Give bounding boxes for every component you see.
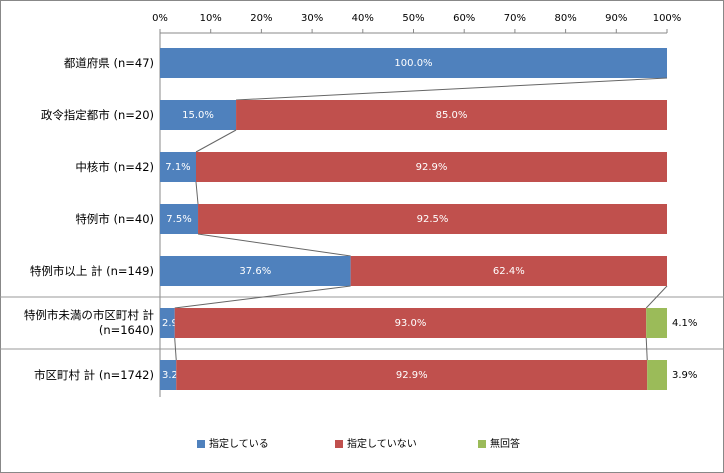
x-tick-label: 90% bbox=[605, 13, 627, 24]
bar-segment bbox=[236, 100, 668, 130]
x-tick-label: 50% bbox=[402, 13, 424, 24]
bar-segment bbox=[198, 204, 667, 234]
legend-label: 無回答 bbox=[490, 437, 520, 450]
value-label: 92.9% bbox=[416, 162, 448, 173]
x-tick-label: 30% bbox=[301, 13, 323, 24]
value-label: 7.5% bbox=[166, 214, 191, 225]
series-line bbox=[174, 285, 351, 309]
value-label: 62.4% bbox=[493, 266, 525, 277]
value-label: 100.0% bbox=[394, 58, 432, 69]
bar-segment bbox=[160, 360, 177, 390]
value-label: 93.0% bbox=[395, 318, 427, 329]
bar-segment bbox=[646, 308, 667, 338]
bar-segment bbox=[160, 48, 667, 78]
series-line bbox=[645, 285, 668, 309]
category-label: 政令指定都市 (n=20) bbox=[40, 107, 154, 122]
x-tick-label: 0% bbox=[152, 13, 168, 24]
legend-label: 指定していない bbox=[347, 437, 417, 450]
category-label: 特例市 (n=40) bbox=[75, 211, 154, 226]
series-line bbox=[236, 77, 668, 101]
bar-segment bbox=[160, 204, 199, 234]
category-label: 市区町村 計 (n=1742) bbox=[34, 367, 154, 382]
value-label: 85.0% bbox=[436, 110, 468, 121]
bar-segment bbox=[195, 152, 667, 182]
legend-label: 指定している bbox=[209, 437, 269, 450]
bar-segment bbox=[350, 256, 667, 286]
series-line bbox=[195, 181, 199, 205]
x-tick-label: 80% bbox=[554, 13, 576, 24]
category-label: 特例市以上 計 (n=149) bbox=[29, 263, 154, 278]
category-label: 都道府県 (n=47) bbox=[63, 55, 154, 70]
category-label: 特例市未満の市区町村 計 (n=1640) bbox=[23, 308, 154, 337]
value-label: 15.0% bbox=[182, 110, 214, 121]
value-label: 92.9% bbox=[396, 370, 428, 381]
value-label: 3.9% bbox=[672, 370, 697, 381]
bar-segment bbox=[160, 152, 196, 182]
bar-segment bbox=[174, 308, 647, 338]
bar-segment bbox=[160, 100, 237, 130]
legend-swatch bbox=[197, 440, 205, 448]
legend-swatch bbox=[335, 440, 343, 448]
value-label: 3.2% bbox=[162, 370, 187, 381]
x-tick-label: 100% bbox=[653, 13, 682, 24]
value-label: 4.1% bbox=[672, 318, 697, 329]
x-tick-label: 40% bbox=[352, 13, 374, 24]
x-tick-label: 60% bbox=[453, 13, 475, 24]
series-line bbox=[195, 129, 237, 153]
bar-segment bbox=[176, 360, 648, 390]
legend-swatch bbox=[478, 440, 486, 448]
value-label: 92.5% bbox=[417, 214, 449, 225]
category-label: 中核市 (n=42) bbox=[75, 159, 154, 174]
bar-segment bbox=[160, 308, 175, 338]
series-line bbox=[197, 233, 351, 257]
series-line bbox=[645, 337, 648, 361]
x-tick-label: 70% bbox=[504, 13, 526, 24]
x-tick-label: 10% bbox=[200, 13, 222, 24]
bar-segment bbox=[647, 360, 667, 390]
bar-segment bbox=[160, 256, 351, 286]
value-label: 7.1% bbox=[165, 162, 190, 173]
value-label: 37.6% bbox=[239, 266, 271, 277]
series-line bbox=[174, 337, 177, 361]
x-tick-label: 20% bbox=[250, 13, 272, 24]
